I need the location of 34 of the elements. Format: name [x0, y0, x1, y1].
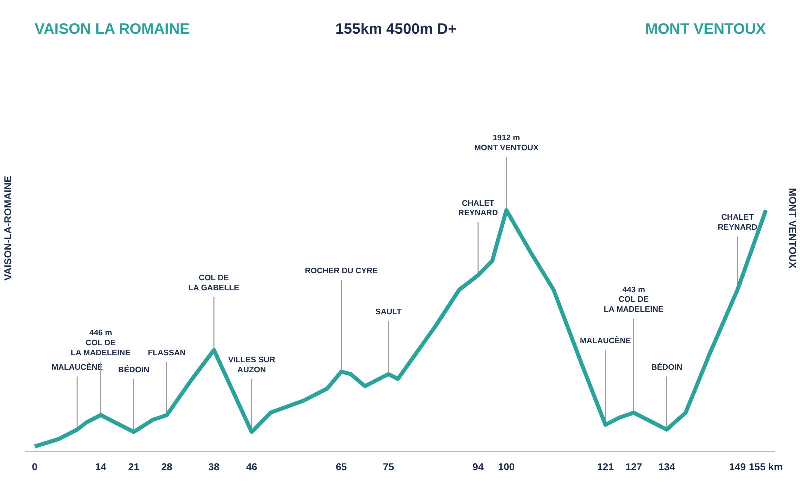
annotation: BÉDOIN — [118, 364, 150, 374]
chart-subtitle: 155km 4500m D+ — [336, 21, 458, 38]
chart-title: VAISON LA ROMAINE — [34, 21, 190, 38]
x-tick-label: 21 — [128, 462, 140, 474]
x-tick-label: 127 — [626, 462, 643, 474]
annotation: VILLES SUR AUZON — [228, 355, 276, 374]
annotation: FLASSAN — [148, 348, 186, 358]
x-tick-label: 94 — [472, 462, 484, 474]
y2-axis-title: MONT VENTOUX — [786, 188, 798, 270]
y-axis-title: VAISON-LA-ROMAINE — [4, 176, 14, 281]
annotation: ROCHER DU CYRE — [305, 266, 379, 276]
x-tick-label: 28 — [161, 462, 174, 474]
x-tick-label: 65 — [336, 462, 348, 474]
x-tick-label: 0 — [32, 462, 38, 474]
x-tick-label: 149 — [729, 462, 747, 474]
annotation: CHALET REYNARD — [718, 213, 758, 232]
annotation: CHALET REYNARD — [458, 198, 498, 218]
text: MONT VENTOUX — [646, 21, 766, 38]
x-tick-label: 121 — [597, 462, 614, 474]
x-tick-label: 100 — [498, 462, 516, 474]
annotation: 443 m COL DE LA MADELEINE — [604, 285, 664, 314]
annotation: MALAUCÈNE — [52, 362, 104, 372]
annotation: 1912 m MONT VENTOUX — [474, 134, 540, 153]
x-tick-label: 155 km — [749, 462, 784, 474]
x-tick-label: 38 — [208, 462, 220, 474]
annotation: COL DE LA GABELLE — [188, 273, 240, 292]
annotation: 446 m COL DE LA MADELEINE — [70, 328, 132, 358]
x-tick-label: 75 — [383, 462, 395, 474]
x-tick-label: 134 — [658, 462, 676, 474]
x-tick-label: 46 — [246, 462, 258, 474]
annotation: SAULT — [376, 307, 402, 316]
annotation: MALAUCÈNE — [580, 335, 632, 346]
annotation: BÉDOIN — [651, 362, 683, 372]
x-tick-label: 14 — [95, 462, 107, 474]
